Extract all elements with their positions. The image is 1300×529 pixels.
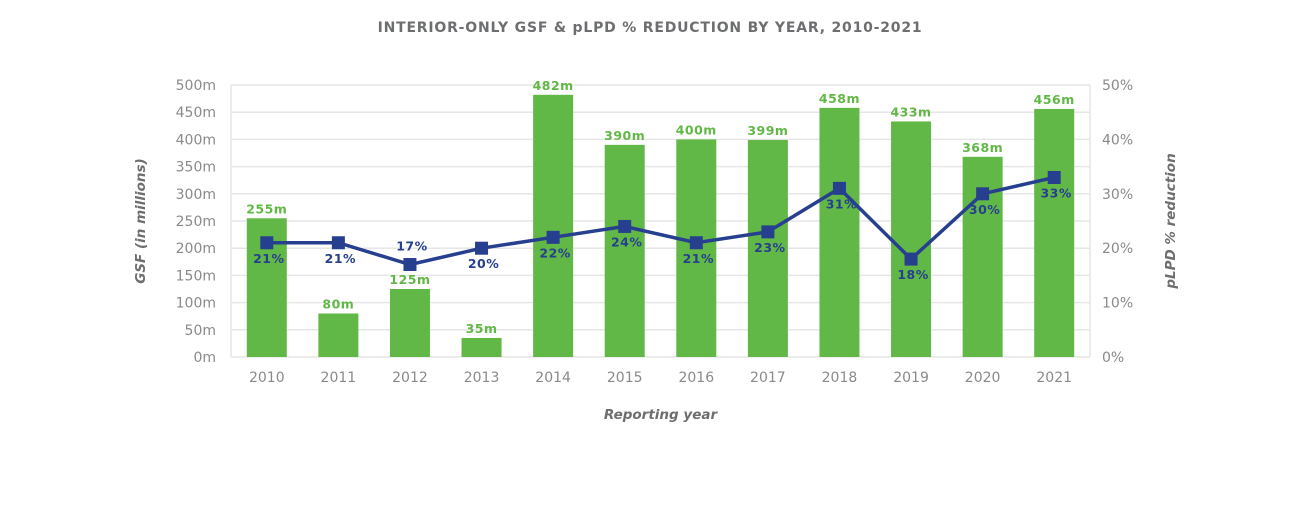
x-tick-label: 2012 xyxy=(392,370,428,386)
bar-value-label: 255m xyxy=(246,201,287,216)
series-line xyxy=(266,175,1055,267)
line-marker xyxy=(403,258,417,272)
bar xyxy=(604,144,645,357)
y-tick-label: 200m xyxy=(176,241,216,257)
y-tick-label: 0m xyxy=(193,350,216,366)
bar xyxy=(891,121,932,357)
bar-value-label: 368m xyxy=(962,140,1003,155)
y2-tick-label: 10% xyxy=(1102,296,1133,312)
bar xyxy=(819,107,860,358)
bar-value-label: 35m xyxy=(466,321,498,336)
y-tick-label: 350m xyxy=(176,160,216,176)
line-marker xyxy=(832,181,846,195)
line-value-label: 21% xyxy=(325,251,356,266)
line-value-label: 18% xyxy=(897,267,928,282)
bar-value-label: 456m xyxy=(1034,92,1075,107)
bar xyxy=(1034,108,1075,357)
bar-value-label: 80m xyxy=(322,296,354,311)
line-value-label: 33% xyxy=(1040,185,1071,200)
bar-value-label: 390m xyxy=(604,128,645,143)
bar-value-label: 482m xyxy=(533,78,574,93)
line-marker xyxy=(689,236,703,250)
y2-tick-label: 30% xyxy=(1102,187,1133,203)
line-value-label: 20% xyxy=(468,256,499,271)
y2-tick-label: 50% xyxy=(1102,78,1133,94)
y-axis-title: GSF (in millions) xyxy=(133,158,149,284)
x-tick-label: 2020 xyxy=(965,370,1001,386)
line-marker xyxy=(546,230,560,244)
chart-title: INTERIOR-ONLY GSF & pLPD % REDUCTION BY … xyxy=(377,20,923,36)
y-tick-label: 50m xyxy=(185,323,216,339)
y2-tick-label: 20% xyxy=(1102,241,1133,257)
line-value-label: 21% xyxy=(253,251,284,266)
x-tick-label: 2019 xyxy=(893,370,929,386)
y-tick-label: 300m xyxy=(176,187,216,203)
x-tick-label: 2016 xyxy=(678,370,714,386)
x-tick-label: 2015 xyxy=(607,370,643,386)
bar-value-label: 433m xyxy=(890,104,931,119)
bar-value-label: 400m xyxy=(676,122,717,137)
y-tick-label: 100m xyxy=(176,296,216,312)
bar xyxy=(533,94,574,358)
y-tick-label: 500m xyxy=(176,78,216,94)
x-axis-title: Reporting year xyxy=(604,407,719,423)
line-marker xyxy=(904,252,918,266)
bar xyxy=(389,289,430,357)
bar-value-label: 458m xyxy=(819,91,860,106)
line-value-label: 30% xyxy=(969,202,1000,217)
line-marker xyxy=(976,187,990,201)
bar xyxy=(962,156,1003,357)
y-tick-label: 250m xyxy=(176,214,216,230)
line-marker xyxy=(331,236,345,250)
x-tick-label: 2013 xyxy=(464,370,500,386)
bar-value-label: 125m xyxy=(389,272,430,287)
x-tick-label: 2010 xyxy=(249,370,285,386)
y2-axis-title: pLPD % reduction xyxy=(1163,153,1179,289)
y2-tick-label: 40% xyxy=(1102,132,1133,148)
x-tick-label: 2014 xyxy=(535,370,571,386)
line-value-label: 22% xyxy=(539,245,570,260)
line-marker xyxy=(761,225,775,239)
x-tick-label: 2011 xyxy=(321,370,357,386)
line-value-label: 17% xyxy=(396,239,427,254)
y-tick-label: 400m xyxy=(176,132,216,148)
x-tick-label: 2017 xyxy=(750,370,786,386)
y-tick-label: 450m xyxy=(176,105,216,121)
line-marker xyxy=(618,219,632,233)
y-tick-label: 150m xyxy=(176,268,216,284)
bar-value-label: 399m xyxy=(747,123,788,138)
line-value-label: 21% xyxy=(683,251,714,266)
bar xyxy=(747,139,788,357)
line-marker xyxy=(475,241,489,255)
x-tick-label: 2021 xyxy=(1036,370,1072,386)
bar xyxy=(461,337,502,357)
y2-tick-label: 0% xyxy=(1102,350,1124,366)
line-value-label: 31% xyxy=(826,196,857,211)
line-value-label: 23% xyxy=(754,240,785,255)
line-marker xyxy=(260,236,274,250)
line-value-label: 24% xyxy=(611,234,642,249)
x-tick-label: 2018 xyxy=(822,370,858,386)
bar xyxy=(318,313,359,357)
line-marker xyxy=(1047,170,1061,184)
